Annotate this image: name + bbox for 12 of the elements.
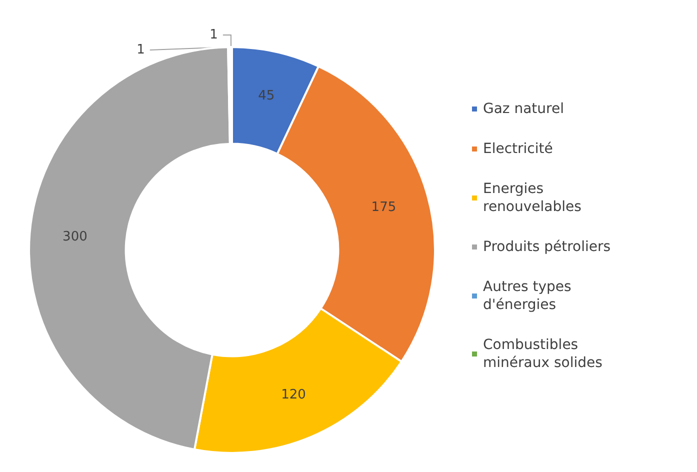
data-label: 45 xyxy=(258,88,275,104)
legend-label: Produits pétroliers xyxy=(483,239,611,255)
data-label: 1 xyxy=(136,42,145,58)
legend-label: Energies renouvelables xyxy=(483,181,582,215)
data-label: 175 xyxy=(371,200,396,215)
legend-label: Combustibles minéraux solides xyxy=(483,337,602,371)
legend-label: Electricité xyxy=(483,141,553,157)
legend-label: Autres types d'énergies xyxy=(483,279,576,313)
legend-label: Gaz naturel xyxy=(483,101,564,117)
data-label: 120 xyxy=(281,388,306,403)
data-label: 1 xyxy=(210,28,218,43)
data-label: 300 xyxy=(62,229,88,244)
